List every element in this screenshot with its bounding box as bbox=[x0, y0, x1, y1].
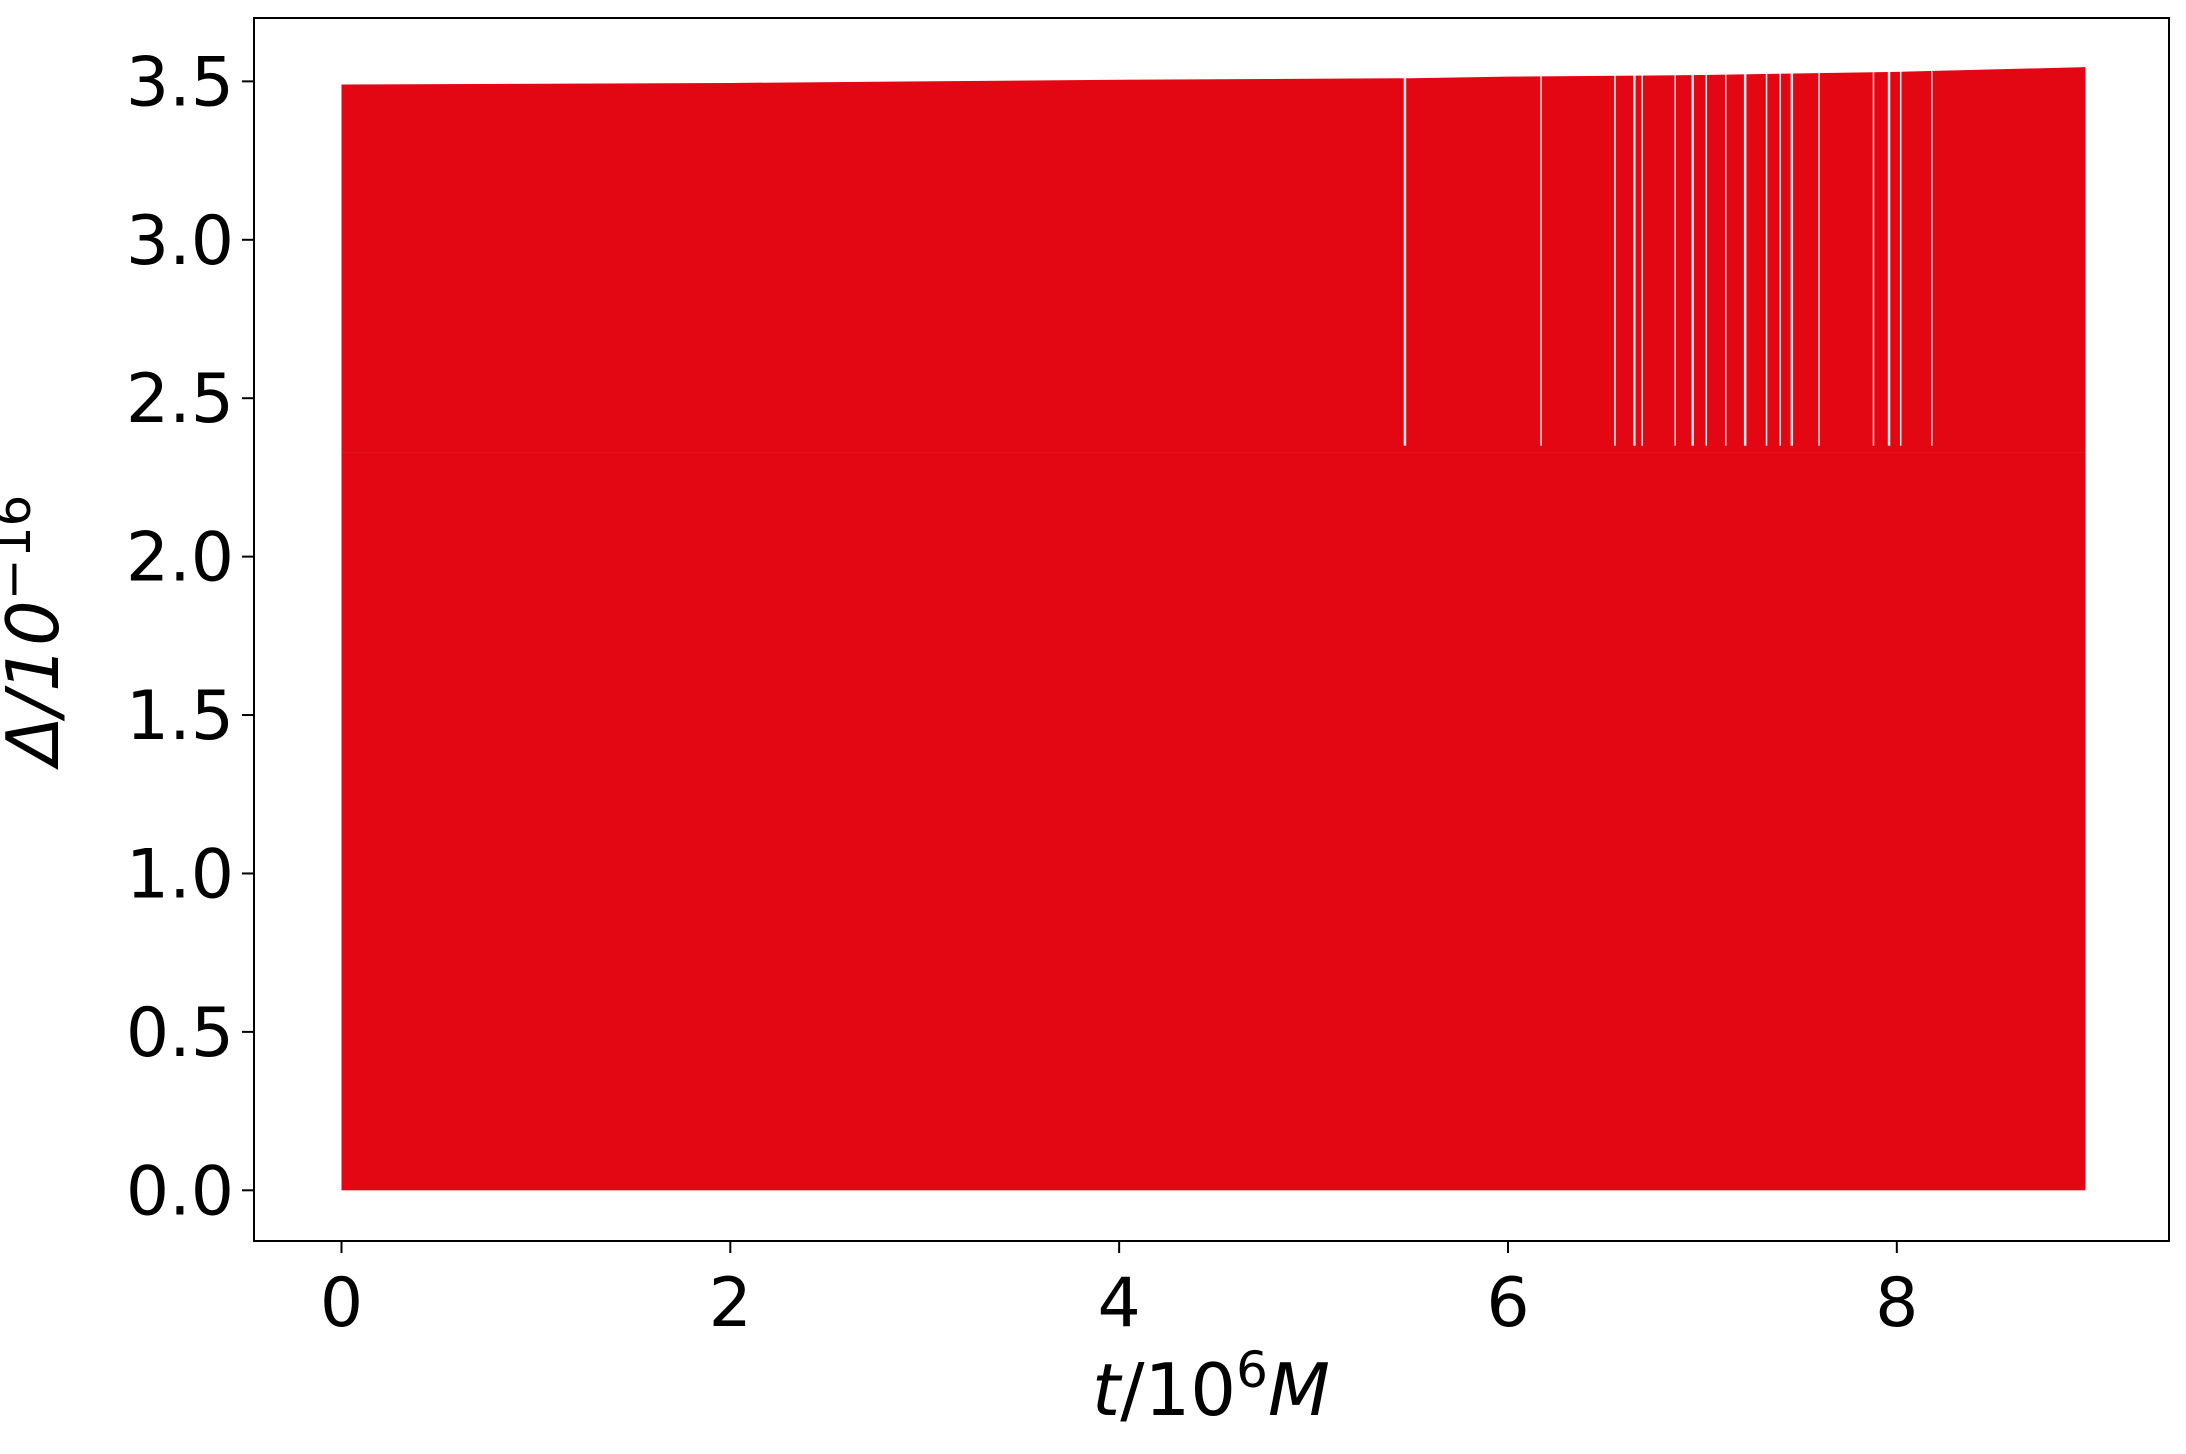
y-axis: 0.0 0.5 1.0 1.5 2.0 2.5 3.0 3.5 bbox=[126, 43, 254, 1231]
y-tick-label: 0.5 bbox=[126, 994, 234, 1073]
y-axis-label: Δ/10−16 bbox=[0, 495, 75, 771]
axes-frame bbox=[253, 17, 2170, 1242]
y-tick-label: 1.5 bbox=[126, 677, 234, 756]
plot-area bbox=[341, 49, 2086, 1191]
y-tick-label: 2.5 bbox=[126, 360, 234, 439]
y-tick-label: 3.0 bbox=[126, 202, 234, 281]
x-axis-label: t/106M bbox=[1092, 1341, 1330, 1432]
y-tick-label: 0.0 bbox=[126, 1152, 234, 1231]
y-tick-label: 3.5 bbox=[126, 43, 234, 122]
x-tick-label: 6 bbox=[1486, 1264, 1529, 1343]
x-tick-label: 4 bbox=[1098, 1264, 1141, 1343]
y-tick-label: 2.0 bbox=[126, 519, 234, 598]
x-axis: 0 2 4 6 8 bbox=[320, 1241, 1918, 1343]
y-tick-label: 1.0 bbox=[126, 835, 234, 914]
x-tick-label: 2 bbox=[709, 1264, 752, 1343]
x-tick-label: 0 bbox=[320, 1264, 363, 1343]
x-tick-label: 8 bbox=[1875, 1264, 1918, 1343]
series-band-upper bbox=[341, 67, 2086, 453]
series-band-lower bbox=[341, 452, 2086, 1191]
